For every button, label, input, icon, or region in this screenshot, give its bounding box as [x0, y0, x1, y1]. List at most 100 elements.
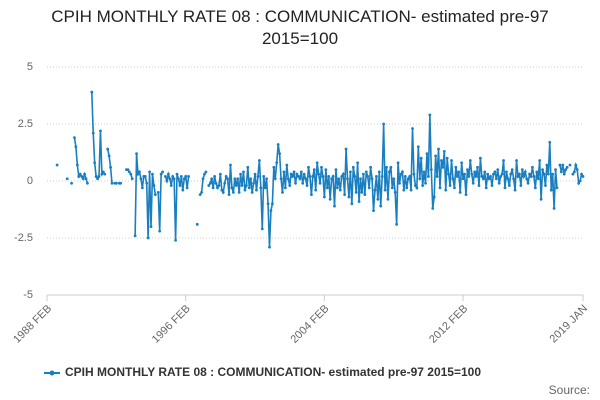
point [533, 186, 537, 190]
point [165, 179, 169, 183]
point [364, 170, 368, 174]
point [377, 170, 381, 174]
point [496, 168, 500, 172]
point [244, 184, 248, 187]
point [272, 165, 276, 169]
point [127, 170, 131, 174]
point [262, 175, 266, 178]
point [565, 165, 569, 169]
point [179, 175, 183, 178]
point [331, 175, 335, 178]
x-tick-label: 1988 FEB [11, 303, 54, 346]
point [210, 177, 214, 181]
point [174, 238, 177, 242]
point [309, 193, 313, 197]
point [315, 161, 319, 165]
point [324, 168, 328, 172]
point [412, 172, 416, 176]
point [106, 147, 110, 151]
point [385, 165, 388, 169]
point [172, 177, 176, 181]
point [463, 172, 466, 176]
point [250, 191, 254, 194]
point [337, 177, 341, 181]
point [218, 172, 222, 176]
point [366, 175, 370, 178]
point [285, 163, 289, 167]
point [370, 177, 374, 181]
x-tick-label: 1996 FEB [150, 303, 193, 346]
point [493, 170, 497, 174]
point [96, 177, 99, 181]
point [138, 170, 141, 174]
point [236, 177, 240, 181]
point [581, 175, 585, 178]
point [253, 172, 257, 176]
point [185, 186, 189, 190]
point [487, 177, 491, 181]
point [389, 165, 393, 169]
point [149, 225, 153, 229]
point [86, 181, 89, 185]
point [561, 163, 565, 167]
point [296, 175, 300, 178]
point [314, 188, 318, 192]
point [148, 170, 151, 174]
point [497, 181, 501, 185]
point [416, 145, 420, 149]
point [483, 170, 487, 174]
point [386, 197, 390, 201]
point [135, 152, 138, 156]
point [429, 168, 433, 172]
point [286, 177, 290, 181]
point [90, 90, 94, 94]
point [392, 177, 396, 181]
point [367, 186, 371, 190]
point [322, 195, 326, 199]
point [288, 184, 292, 187]
point [340, 175, 344, 178]
point [255, 188, 258, 192]
point [431, 206, 435, 210]
point [541, 168, 544, 172]
point [282, 170, 286, 174]
point [461, 177, 465, 181]
point [551, 172, 555, 176]
point [187, 175, 190, 178]
point [529, 175, 533, 178]
point [432, 195, 436, 199]
point [396, 161, 400, 165]
point [243, 188, 247, 192]
point [558, 163, 562, 167]
point [207, 184, 211, 187]
point [156, 191, 160, 194]
point [414, 184, 417, 187]
point [269, 209, 273, 213]
point [484, 186, 488, 190]
point [574, 163, 578, 167]
point [512, 177, 516, 181]
point [153, 193, 157, 197]
point [361, 172, 365, 176]
point [379, 204, 383, 208]
point [217, 184, 221, 187]
point [136, 172, 140, 176]
point [440, 159, 443, 162]
point [559, 170, 563, 174]
point [265, 177, 269, 181]
point [445, 156, 449, 160]
point [357, 200, 361, 203]
point [257, 159, 261, 162]
point [346, 177, 349, 181]
point [477, 184, 481, 187]
point [182, 177, 186, 181]
y-tick-label: 5 [27, 61, 33, 73]
point [259, 186, 263, 190]
point [184, 175, 188, 178]
y-tick-label: 2.5 [18, 118, 33, 130]
point [301, 181, 305, 185]
point [233, 177, 237, 181]
point [538, 159, 542, 162]
point [535, 170, 539, 174]
point [178, 184, 182, 187]
